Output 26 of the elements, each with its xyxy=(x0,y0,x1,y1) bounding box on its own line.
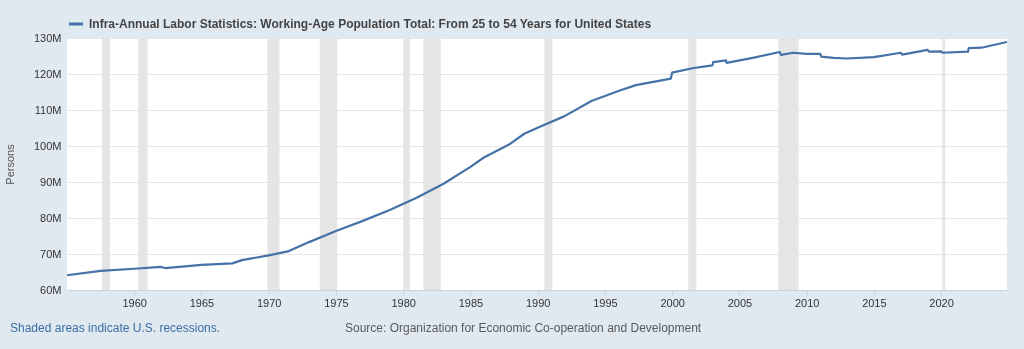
x-tick-label: 1975 xyxy=(324,296,349,309)
x-tick-label: 2000 xyxy=(660,296,685,309)
x-tick-label: 1960 xyxy=(122,296,147,309)
x-tick-label: 1985 xyxy=(458,296,484,309)
y-tick-label: 90M xyxy=(40,175,62,188)
x-tick-label: 1980 xyxy=(391,296,416,309)
x-tick-label: 2015 xyxy=(862,296,887,309)
x-tick-label: 2020 xyxy=(929,296,954,309)
x-tick-label: 1995 xyxy=(593,296,618,309)
y-tick-label: 80M xyxy=(40,211,62,224)
y-tick-label: 110M xyxy=(34,103,62,116)
source-note: Source: Organization for Economic Co-operation and Development xyxy=(345,321,702,335)
y-tick-label: 70M xyxy=(40,247,62,260)
x-tick-label: 2010 xyxy=(794,296,820,309)
text: Shaded areas indicate U.S. recessions. xyxy=(10,321,221,335)
x-tick-label: 1965 xyxy=(189,296,215,309)
x-tick-label: 1990 xyxy=(525,296,551,309)
y-tick-label: 60M xyxy=(40,283,62,296)
x-tick-label: 2005 xyxy=(727,296,753,309)
y-tick-label: 120M xyxy=(33,67,62,80)
x-tick-label: 1970 xyxy=(256,296,282,309)
y-tick-label: 100M xyxy=(33,139,62,152)
legend-label: Infra-Annual Labor Statistics: Working-Age Population Total: From 25 to 54 Years for United States xyxy=(89,17,652,31)
y-tick-label: 130M xyxy=(33,31,62,44)
line-series xyxy=(67,40,1007,277)
y-axis-title: Persons xyxy=(3,143,16,185)
